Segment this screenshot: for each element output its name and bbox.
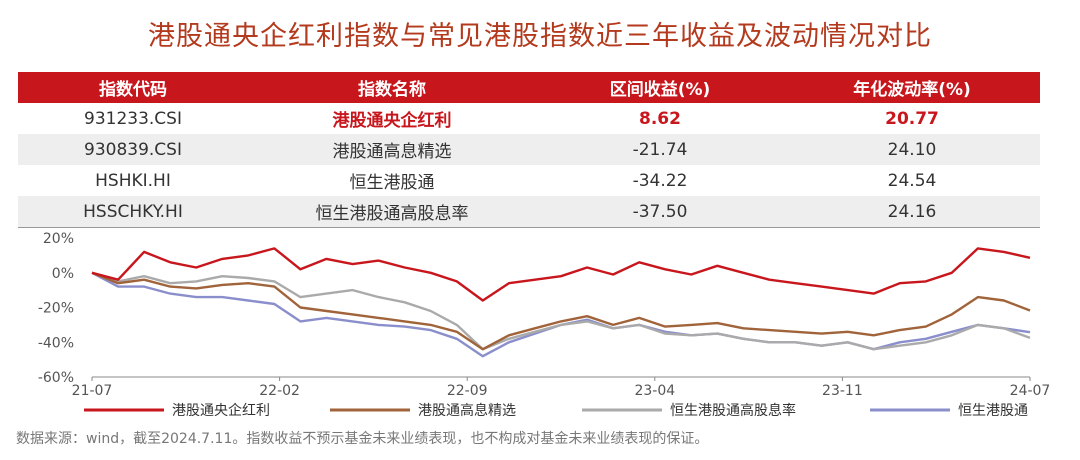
legend-label: 恒生港股通高股息率 xyxy=(670,402,796,419)
x-tick-label: 23-11 xyxy=(822,383,863,399)
table-row: 930839.CSI 港股通高息精选 -21.74 24.10 xyxy=(18,134,1040,165)
table-header-row: 指数代码 指数名称 区间收益(%) 年化波动率(%) xyxy=(18,72,1040,103)
x-tick-label: 21-07 xyxy=(72,383,113,399)
cell-name: 港股通高息精选 xyxy=(248,134,536,165)
cell-name: 恒生港股通 xyxy=(248,165,536,196)
cell-code: HSHKI.HI xyxy=(18,165,248,196)
cell-name: 恒生港股通高股息率 xyxy=(248,196,536,228)
index-comparison-table: 指数代码 指数名称 区间收益(%) 年化波动率(%) 931233.CSI 港股… xyxy=(18,72,1040,228)
cell-code: 931233.CSI xyxy=(18,103,248,134)
y-tick-label: -60% xyxy=(38,370,74,386)
source-note: 数据来源：wind，截至2024.7.11。指数收益不预示基金未来业绩表现，也不… xyxy=(16,431,709,447)
cell-name: 港股通央企红利 xyxy=(248,103,536,134)
cell-return: -37.50 xyxy=(536,196,784,228)
table-row: HSHKI.HI 恒生港股通 -34.22 24.54 xyxy=(18,165,1040,196)
legend-label: 恒生港股通 xyxy=(958,403,1028,419)
x-tick-label: 24-07 xyxy=(1010,383,1051,399)
header-volatility: 年化波动率(%) xyxy=(784,72,1040,103)
y-tick-label: 0% xyxy=(52,266,74,282)
y-tick-label: -40% xyxy=(38,335,74,351)
header-return: 区间收益(%) xyxy=(536,72,784,103)
chart-title: 港股通央企红利指数与常见港股指数近三年收益及波动情况对比 xyxy=(148,21,932,52)
x-tick-label: 22-02 xyxy=(259,383,300,399)
x-tick-label: 23-04 xyxy=(634,383,675,399)
y-tick-label: 20% xyxy=(43,231,74,247)
x-tick-label: 22-09 xyxy=(447,383,488,399)
header-name: 指数名称 xyxy=(248,72,536,103)
cell-volatility: 24.16 xyxy=(784,196,1040,228)
series-line-2 xyxy=(91,271,1031,351)
line-chart: 20% 0% -20% -40% -60%21-07 22-02 22-09 23-04 23-… xyxy=(38,231,1051,419)
cell-code: HSSCHKY.HI xyxy=(18,196,248,228)
legend-label: 港股通央企红利 xyxy=(172,402,270,419)
cell-volatility: 20.77 xyxy=(784,103,1040,134)
cell-return: -21.74 xyxy=(536,134,784,165)
cell-return: 8.62 xyxy=(536,103,784,134)
series-line-1 xyxy=(91,271,1031,351)
table-row: 931233.CSI 港股通央企红利 8.62 20.77 xyxy=(18,103,1040,134)
header-code: 指数代码 xyxy=(18,72,248,103)
cell-return: -34.22 xyxy=(536,165,784,196)
legend-label: 港股通高息精选 xyxy=(418,402,516,419)
series-line-0 xyxy=(91,247,1031,302)
cell-volatility: 24.54 xyxy=(784,165,1040,196)
table-row: HSSCHKY.HI 恒生港股通高股息率 -37.50 24.16 xyxy=(18,196,1040,228)
cell-volatility: 24.10 xyxy=(784,134,1040,165)
cell-code: 930839.CSI xyxy=(18,134,248,165)
y-tick-label: -20% xyxy=(38,301,74,317)
